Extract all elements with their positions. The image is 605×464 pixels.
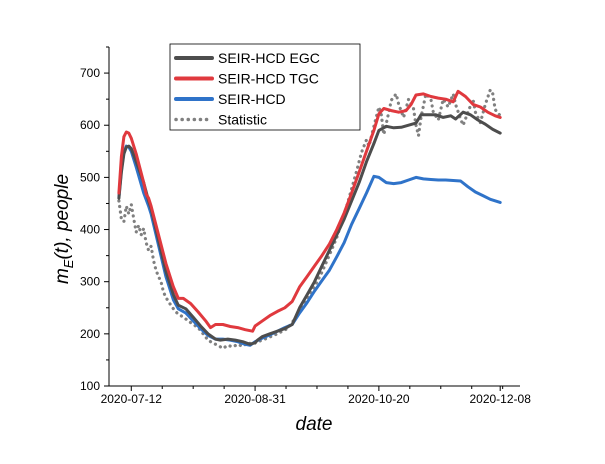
legend-label: SEIR-HCD EGC <box>218 50 320 66</box>
y-tick-label: 700 <box>80 66 100 80</box>
y-tick-label: 500 <box>80 170 100 184</box>
series-line-seir-hcd-egc <box>117 110 502 346</box>
legend-label: SEIR-HCD <box>218 91 286 107</box>
series-layer <box>117 88 502 350</box>
series-line-seir-hcd-tgc <box>117 89 502 333</box>
y-tick-label: 100 <box>80 379 100 393</box>
x-axis-title: date <box>296 414 333 435</box>
y-tick-label: 200 <box>80 327 100 341</box>
y-tick-label: 300 <box>80 275 100 289</box>
axes: 100 200 300 400 500 600 700 2020-07-12 2020-08-3… <box>80 46 531 406</box>
y-tick-label: 400 <box>80 223 100 237</box>
y-axis-title-sub: E <box>61 259 76 268</box>
legend-label: SEIR-HCD TGC <box>218 71 319 87</box>
x-tick-label: 2020-07-12 <box>101 392 163 406</box>
x-tick-label: 2020-08-31 <box>224 392 286 406</box>
x-tick-label: 2020-10-20 <box>348 392 410 406</box>
y-axis-title-rest: (t), people <box>52 174 73 260</box>
x-tick-label: 2020-12-08 <box>469 392 531 406</box>
legend: SEIR-HCD EGC SEIR-HCD TGC SEIR-HCD Statisti… <box>169 43 361 131</box>
y-tick-label: 600 <box>80 118 100 132</box>
y-axis-title-m: m <box>52 268 73 284</box>
y-axis-title: mE(t), people <box>52 174 76 284</box>
series-line-seir-hcd <box>117 144 502 347</box>
legend-label: Statistic <box>218 112 267 128</box>
